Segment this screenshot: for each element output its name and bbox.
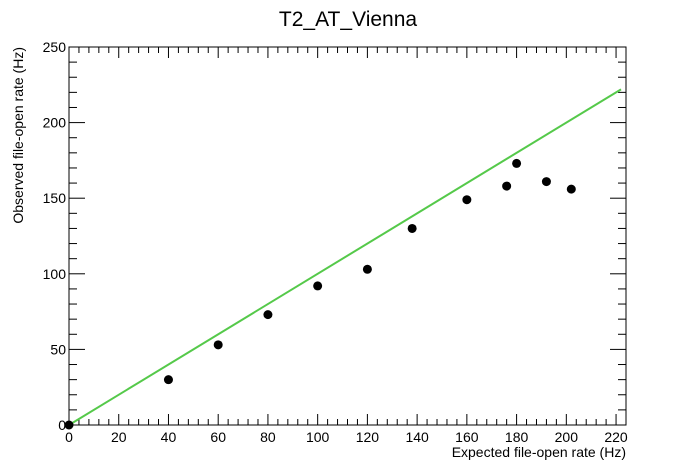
reference-line-group <box>68 88 622 426</box>
data-point <box>213 340 223 350</box>
data-point <box>407 223 417 233</box>
data-point <box>263 310 273 320</box>
data-point <box>362 264 372 274</box>
data-point <box>163 375 173 385</box>
data-point <box>566 184 576 194</box>
y-axis-title: Observed file-open rate (Hz) <box>10 47 26 224</box>
data-point <box>541 177 551 187</box>
plot-frame <box>68 46 627 426</box>
data-points <box>64 158 576 430</box>
x-tick-label: 20 <box>111 429 127 445</box>
x-tick-label: 80 <box>260 429 276 445</box>
y-axis: 0 50 100 150 200 250 <box>43 39 626 433</box>
chart-title: T2_AT_Vienna <box>279 8 417 31</box>
x-tick-label: 40 <box>161 429 177 445</box>
y-tick-label: 150 <box>43 190 67 206</box>
x-tick-label: 120 <box>356 429 380 445</box>
x-tick-label: 100 <box>306 429 330 445</box>
x-tick-label: 60 <box>210 429 226 445</box>
reference-line <box>68 88 622 426</box>
x-tick-label: 160 <box>455 429 479 445</box>
data-point <box>462 195 472 205</box>
x-tick-label: 140 <box>405 429 429 445</box>
x-axis: 0 20 40 60 80 100 120 140 160 180 200 220 <box>65 47 628 445</box>
y-tick-label: 0 <box>58 417 66 433</box>
x-tick-label: 200 <box>555 429 579 445</box>
y-tick-label: 100 <box>43 266 67 282</box>
x-tick-label: 220 <box>604 429 628 445</box>
data-point <box>512 158 522 168</box>
y-tick-label: 50 <box>50 341 66 357</box>
x-tick-label: 0 <box>65 429 73 445</box>
y-tick-label: 250 <box>43 39 67 55</box>
y-tick-label: 200 <box>43 115 67 131</box>
data-point <box>64 420 74 430</box>
data-point <box>313 281 323 291</box>
x-axis-title: Expected file-open rate (Hz) <box>452 444 626 460</box>
x-tick-label: 180 <box>505 429 529 445</box>
data-point <box>502 181 512 191</box>
